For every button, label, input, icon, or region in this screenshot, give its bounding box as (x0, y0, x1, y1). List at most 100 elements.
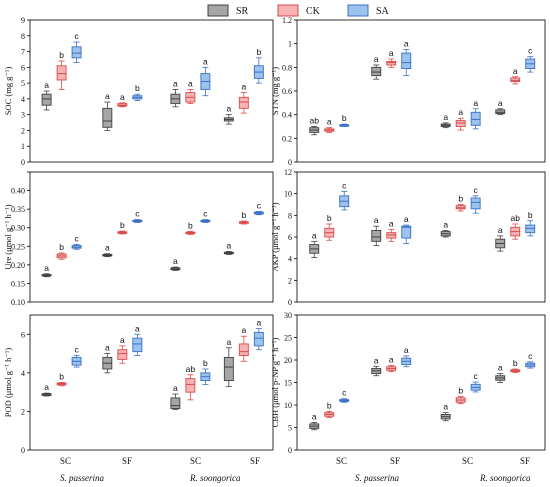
box-sr: a (102, 91, 113, 131)
y-tick-label: 0.6 (282, 87, 292, 96)
significance-label: a (173, 78, 178, 88)
y-tick-label: 10 (284, 190, 292, 199)
y-tick-label: 0.8 (282, 63, 292, 72)
significance-label: c (342, 181, 347, 191)
y-axis-label-cbh: CBH (μmol p-NP g⁻¹ h⁻¹) (270, 338, 280, 428)
significance-label: a (389, 354, 394, 364)
box-ck: a (117, 92, 128, 108)
significance-label: b (59, 50, 64, 60)
significance-label: c (528, 46, 533, 56)
box-body (455, 120, 466, 127)
y-tick-label: 0.40 (11, 187, 25, 196)
box-body (238, 343, 249, 356)
box-ck: a (238, 82, 249, 114)
significance-label: a (374, 355, 379, 365)
significance-label: a (226, 337, 231, 347)
significance-label: a (389, 218, 394, 228)
box-sa: c (339, 181, 350, 211)
group-label-sf-right: SF (390, 456, 400, 466)
plot-frame-ure (29, 171, 274, 303)
legend-label-ck: CK (306, 6, 321, 17)
significance-label: a (498, 363, 503, 373)
box-sr: a (223, 337, 234, 387)
significance-label: b (120, 220, 125, 230)
group-label-sc-right-2: SC (462, 456, 473, 466)
y-axis-label-stn: STN (mg g⁻¹) (270, 67, 280, 115)
significance-label: b (256, 47, 261, 57)
box-ck: b (56, 50, 67, 90)
box-body (401, 52, 412, 69)
box-sr: a (102, 243, 113, 258)
significance-label: ab (511, 213, 521, 223)
box-ck: ab (510, 213, 521, 240)
box-ck: a (117, 335, 128, 364)
bottom-axis-labels: SC SF SC SF S. passerina R. soongorica S… (60, 456, 531, 483)
legend-swatch-sr (207, 4, 229, 17)
significance-label: b (203, 358, 208, 368)
significance-label: b (59, 242, 64, 252)
significance-label: a (312, 412, 317, 422)
significance-label: a (389, 48, 394, 58)
significance-label: b (135, 83, 140, 93)
group-label-sc-left-2: SC (190, 456, 201, 466)
y-tick-label: 25 (284, 334, 292, 343)
significance-label: a (513, 66, 518, 76)
significance-label: a (44, 382, 49, 392)
y-axis-label-pod: POD (μmol g⁻¹ h⁻¹) (3, 348, 13, 418)
box-sr: a (309, 412, 320, 431)
box-body (525, 224, 536, 234)
y-tick-label: 2 (288, 276, 292, 285)
box-sa: c (339, 388, 350, 403)
box-body (253, 331, 264, 347)
legend: SR CK SA (207, 4, 390, 17)
significance-label: a (443, 220, 448, 230)
species-label-right-2: R. soongorica (479, 473, 531, 483)
significance-label: b (241, 210, 246, 220)
y-axis-label-soc: SOC (mg g⁻¹) (3, 67, 13, 116)
significance-label: b (458, 385, 463, 395)
box-sr: a (170, 78, 181, 108)
y-tick-label: 0.10 (11, 298, 25, 307)
y-tick-label: 20 (284, 356, 292, 365)
significance-label: b (458, 194, 463, 204)
y-tick-label: 7 (21, 48, 25, 57)
significance-label: a (374, 54, 379, 64)
significance-label: a (44, 80, 49, 90)
box-sr: a (223, 104, 234, 125)
box-ck: a (510, 66, 521, 85)
legend-item-sr: SR (207, 4, 249, 17)
box-ck: b (455, 385, 466, 405)
significance-label: c (74, 345, 79, 355)
y-tick-label: 0.25 (11, 242, 25, 251)
box-body (102, 107, 113, 128)
significance-label: a (120, 92, 125, 102)
box-sa: a (200, 56, 211, 97)
box-sr: a (440, 112, 451, 129)
significance-label: a (327, 117, 332, 127)
box-ck: a (238, 325, 249, 362)
legend-label-sa: SA (376, 6, 390, 17)
legend-swatch-sa (347, 4, 369, 17)
legend-item-sa: SA (347, 4, 390, 17)
box-ck: b (324, 213, 335, 241)
box-ck: a (386, 354, 397, 373)
y-tick-label: 0 (288, 298, 292, 307)
box-sr: a (495, 363, 506, 383)
box-ck: b (56, 372, 67, 387)
box-body (386, 232, 397, 239)
box-sa: c (71, 31, 82, 63)
box-body (238, 96, 249, 109)
box-ck: b (238, 210, 249, 225)
box-sa: b (253, 47, 264, 84)
y-tick-label: 6 (21, 63, 25, 72)
panel-ure: 0.10 0.15 0.20 0.25 0.30 0.35 0.40 Ure (μmol g⁻… (3, 171, 274, 307)
box-sr: a (495, 98, 506, 116)
significance-label: a (404, 39, 409, 49)
significance-label: b (327, 400, 332, 410)
box-sa: c (470, 371, 481, 393)
plot-frame-pod (29, 314, 274, 451)
legend-item-ck: CK (277, 4, 321, 17)
significance-label: ab (310, 116, 320, 126)
y-tick-label: 3 (21, 111, 25, 120)
